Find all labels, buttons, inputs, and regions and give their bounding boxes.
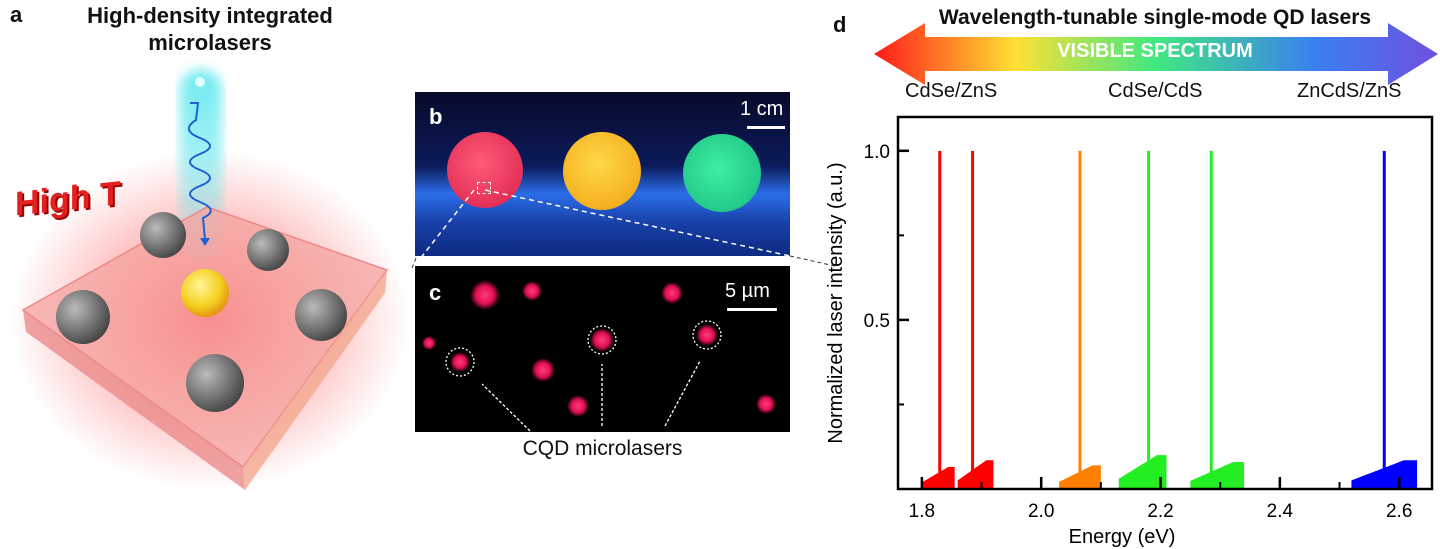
x-tick-label: 1.8 <box>909 501 935 522</box>
x-tick-label: 2.6 <box>1386 501 1412 522</box>
beam-spot <box>195 77 205 87</box>
x-axis-label: Energy (eV) <box>1069 526 1176 548</box>
plot-frame <box>896 115 1434 491</box>
panel-c-micrograph: c 5 µm <box>415 266 790 432</box>
spectrum-background-3 <box>1118 455 1167 489</box>
sphere <box>295 289 347 341</box>
panel-b-label: b <box>429 104 443 129</box>
panel-b-photo: b 1 cm <box>415 92 790 256</box>
material-label: CdSe/ZnS <box>905 80 998 102</box>
panel-a-title-line2: microlasers <box>148 30 272 55</box>
yellow-sphere <box>563 132 641 210</box>
sphere <box>140 212 186 258</box>
red-sphere <box>447 132 523 208</box>
sphere <box>186 354 244 412</box>
arrow-text: VISIBLE SPECTRUM <box>1057 40 1253 62</box>
material-label: CdSe/CdS <box>1108 80 1203 102</box>
zoom-region-box <box>477 182 491 194</box>
x-tick-label: 2.0 <box>1028 501 1054 522</box>
sphere <box>56 290 110 344</box>
panel-d-title: Wavelength-tunable single-mode QD lasers <box>938 6 1372 29</box>
lasing-sphere <box>181 269 229 317</box>
visible-spectrum-arrow <box>874 23 1438 85</box>
material-label: ZnCdS/ZnS <box>1297 80 1402 102</box>
y-axis-label: Normalized laser intensity (a.u.) <box>825 162 847 443</box>
scale-bar <box>747 126 785 129</box>
x-tick-label: 2.2 <box>1147 501 1173 522</box>
microlaser-dots <box>422 280 776 432</box>
sphere <box>247 229 289 271</box>
spectrum-background-1 <box>957 460 994 489</box>
green-sphere <box>683 134 761 212</box>
zoom-lines <box>411 189 836 269</box>
x-tick-label: 2.4 <box>1267 501 1294 522</box>
scale-bar-label: 1 cm <box>740 98 784 120</box>
panel-c-label: c <box>429 280 442 305</box>
scale-bar <box>727 308 777 311</box>
panel-a-title: High-density integrated microlasers <box>60 2 360 56</box>
y-tick-label: 0.5 <box>864 311 890 332</box>
spectrum-background-4 <box>1190 461 1245 489</box>
y-tick-label: 1.0 <box>864 142 890 163</box>
cqd-caption: CQD microlasers <box>522 437 683 460</box>
microlaser-illustration <box>10 70 410 490</box>
panel-a-title-line1: High-density integrated <box>87 3 333 28</box>
wavy-arrow-icon <box>188 102 212 241</box>
panel-d-label: d <box>833 12 847 37</box>
scale-bar-label: 5 µm <box>725 280 770 302</box>
arrow-head-icon <box>200 238 210 246</box>
panel-a-label: a <box>10 2 23 27</box>
